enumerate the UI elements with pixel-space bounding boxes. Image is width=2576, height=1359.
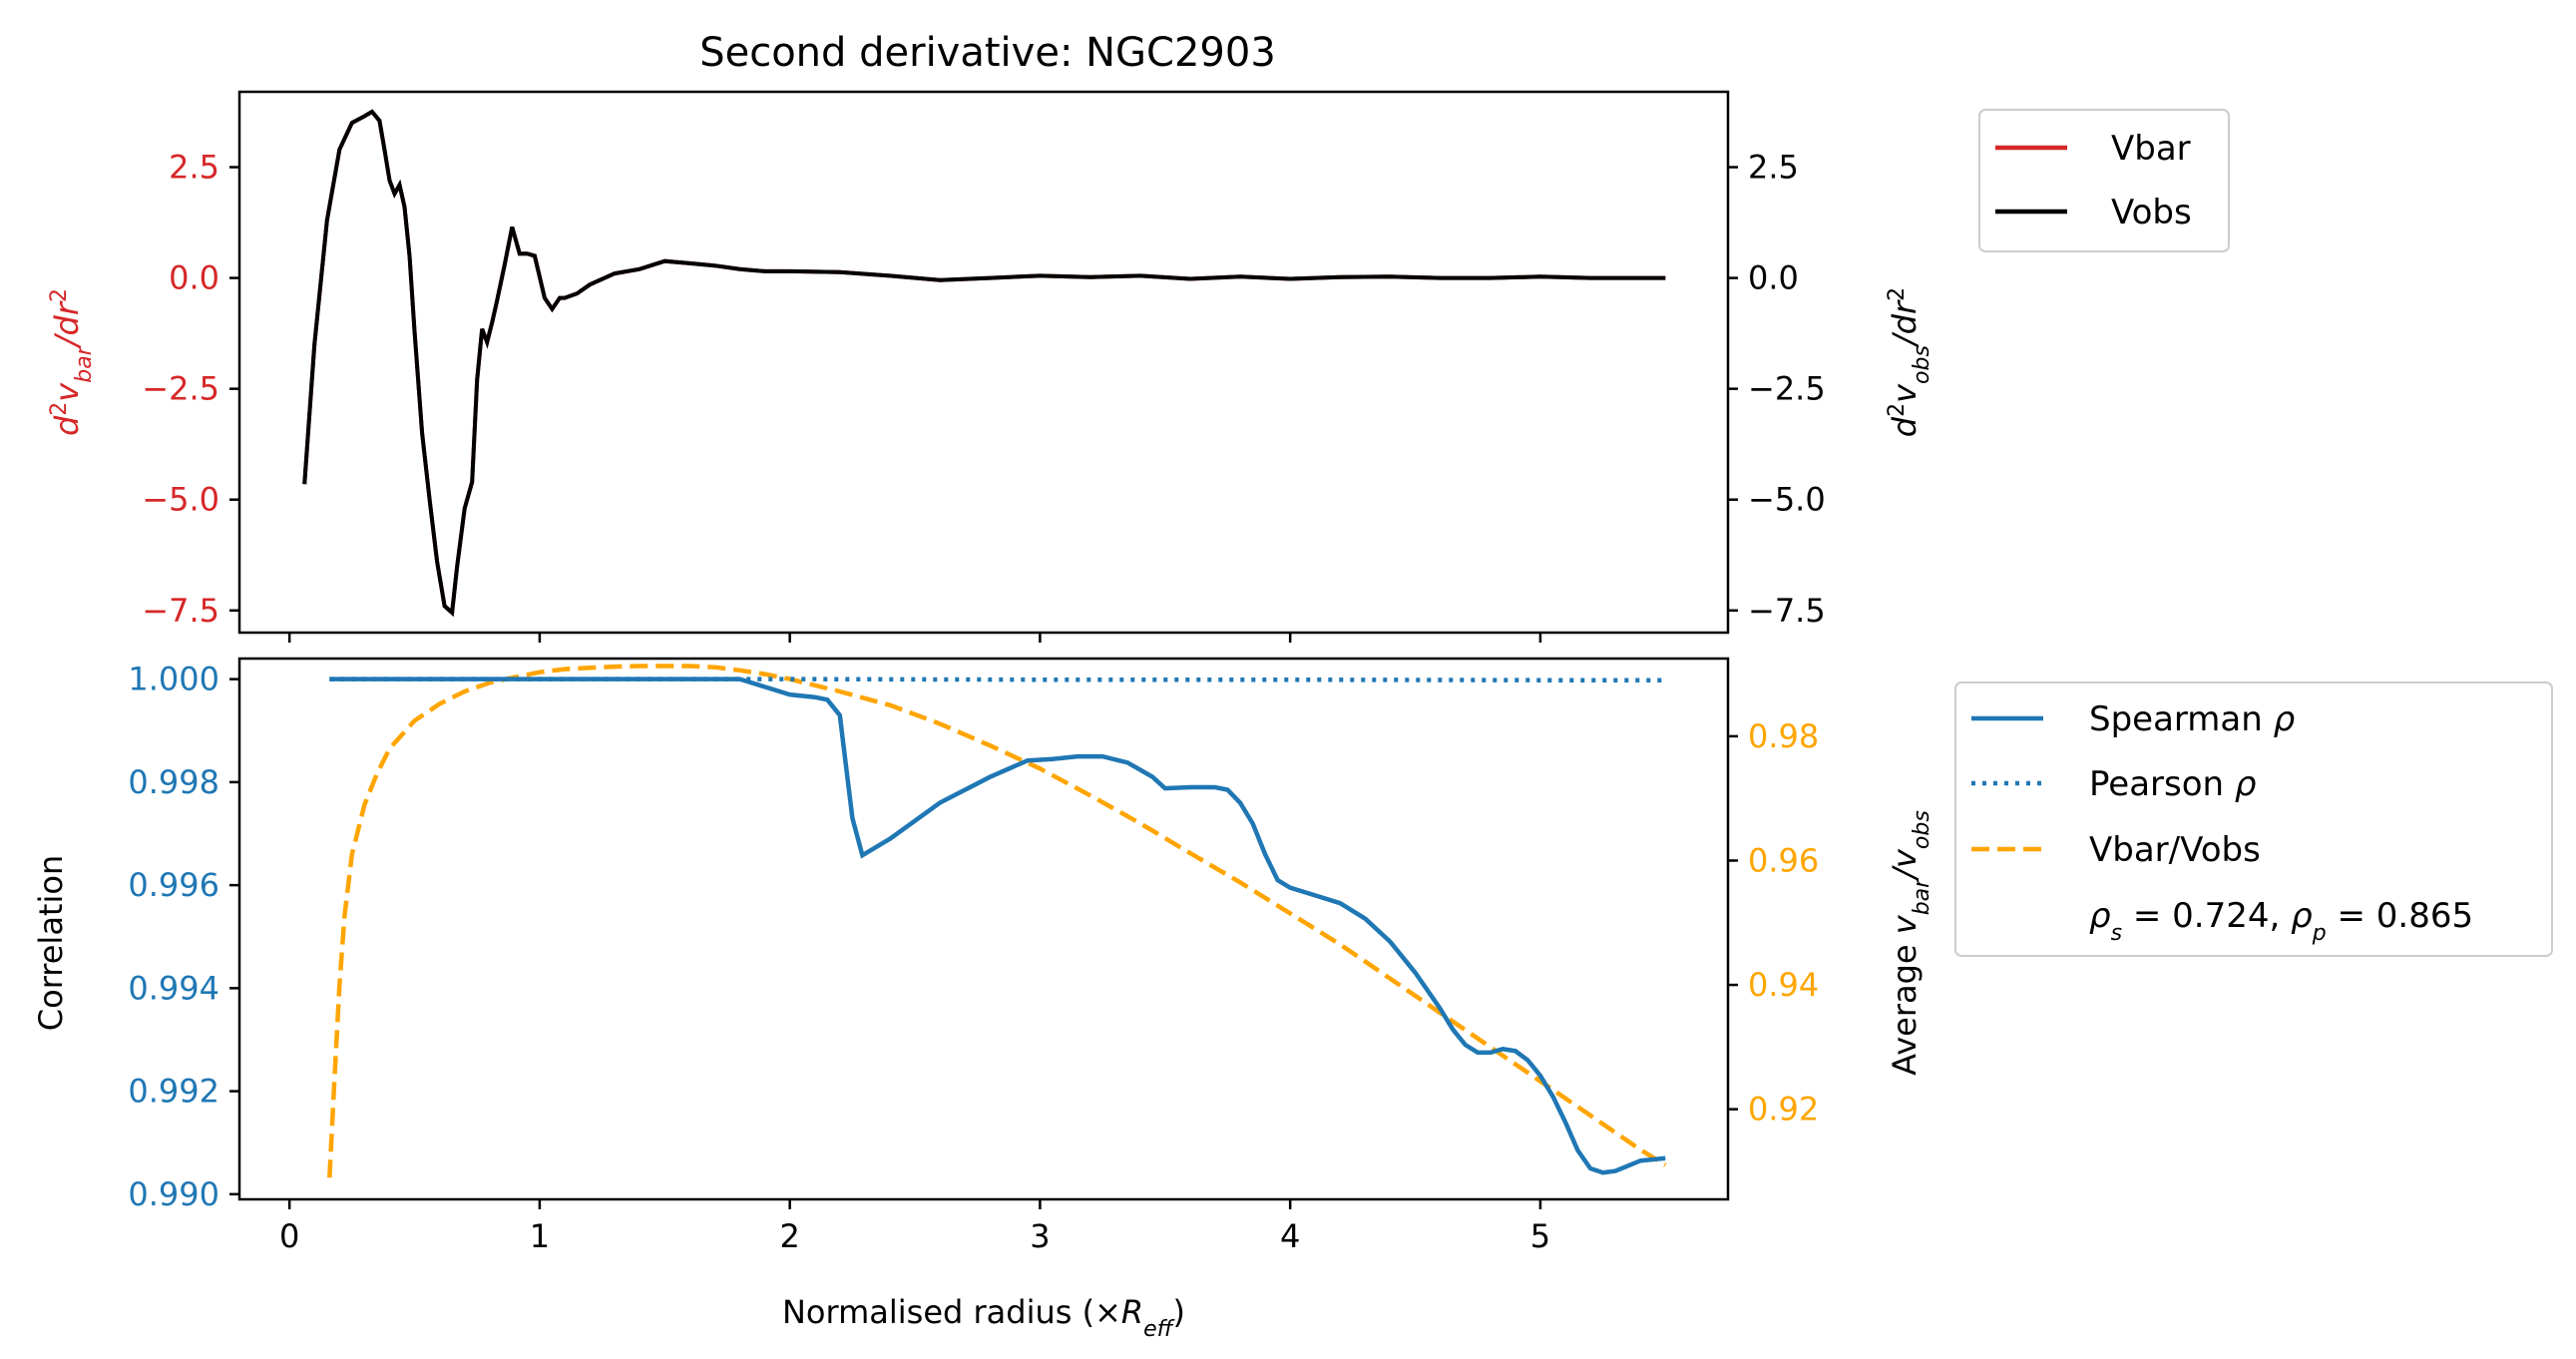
top-right-y-tick-label: −7.5 xyxy=(1748,592,1826,630)
bottom-x-tick-label: 0 xyxy=(279,1217,299,1255)
bottom-left-y-tick-label: 0.992 xyxy=(128,1073,219,1111)
top-left-y-tick-label: −2.5 xyxy=(142,370,219,408)
top-right-y-tick-label: 0.0 xyxy=(1748,259,1799,297)
top-legend-box xyxy=(1978,109,2230,252)
spearman-series-line xyxy=(329,677,1666,1175)
bottom-left-y-axis: 1.000 0.998 0.996 0.994 0.992 0.990 xyxy=(128,661,239,1213)
bottom-x-tick-label: 3 xyxy=(1030,1217,1050,1255)
bottom-right-y-tick-label: 0.98 xyxy=(1748,717,1819,755)
bottom-left-y-tick-label: 0.994 xyxy=(128,969,219,1007)
top-plot-frame xyxy=(237,90,1730,635)
bottom-right-y-axis: 0.98 0.96 0.94 0.92 xyxy=(1728,717,1819,1129)
legend-vobs-label: Vobs xyxy=(2111,193,2192,232)
top-right-y-tick-label: −5.0 xyxy=(1748,481,1826,519)
top-left-y-tick-label: 2.5 xyxy=(169,149,219,187)
vobs-series-line xyxy=(302,109,1666,618)
bottom-right-y-tick-label: 0.96 xyxy=(1748,841,1819,879)
top-panel-title: Second derivative: NGC2903 xyxy=(699,30,1276,76)
bottom-x-tick-label: 4 xyxy=(1280,1217,1300,1255)
top-left-y-axis-label: d2vbar/dr2 xyxy=(47,288,97,436)
bottom-left-y-tick-label: 0.990 xyxy=(128,1175,219,1213)
top-left-y-tick-label: −5.0 xyxy=(142,481,219,519)
top-left-y-tick-label: 0.0 xyxy=(169,259,219,297)
legend-pearson-label: Pearson ρ xyxy=(2089,764,2257,804)
bottom-x-axis: 0 1 2 3 4 5 xyxy=(279,1199,1550,1255)
bottom-x-axis-label: Normalised radius (×Reff) xyxy=(782,1293,1185,1342)
vbar-series-line xyxy=(302,109,1666,618)
bottom-legend: Spearman ρ Pearson ρ Vbar/Vobs ρs = 0.72… xyxy=(1954,681,2553,957)
vbar-vobs-ratio-line xyxy=(327,664,1667,1178)
bottom-left-y-tick-label: 0.998 xyxy=(128,763,219,801)
top-right-y-tick-label: −2.5 xyxy=(1748,370,1826,408)
top-right-y-tick-label: 2.5 xyxy=(1748,149,1799,187)
bottom-left-y-axis-label: Correlation xyxy=(32,855,70,1031)
top-right-y-axis: 2.5 0.0 −2.5 −5.0 −7.5 xyxy=(1728,149,1826,630)
bottom-right-y-tick-label: 0.92 xyxy=(1748,1091,1819,1129)
legend-spearman-label: Spearman ρ xyxy=(2089,699,2296,739)
legend-vbar-label: Vbar xyxy=(2111,129,2191,169)
top-legend: Vbar Vobs xyxy=(1978,109,2230,252)
bottom-legend-box xyxy=(1954,681,2553,957)
bottom-right-y-axis-label: Average vbar/vobs xyxy=(1886,810,1934,1076)
bottom-plot-frame xyxy=(237,657,1730,1201)
top-left-y-axis: 2.5 0.0 −2.5 −5.0 −7.5 xyxy=(142,149,239,630)
bottom-right-y-tick-label: 0.94 xyxy=(1748,966,1819,1004)
bottom-x-tick-label: 1 xyxy=(530,1217,550,1255)
top-panel: Second derivative: NGC2903 2.5 0.0 −2.5 −5.… xyxy=(47,30,2230,643)
top-left-y-tick-label: −7.5 xyxy=(142,592,219,630)
top-right-y-axis-label: d2vobs/dr2 xyxy=(1885,287,1934,437)
bottom-left-y-tick-label: 1.000 xyxy=(128,661,219,698)
bottom-x-tick-label: 2 xyxy=(779,1217,799,1255)
bottom-x-tick-label: 5 xyxy=(1530,1217,1550,1255)
top-x-axis xyxy=(287,633,1542,643)
bottom-left-y-tick-label: 0.996 xyxy=(128,866,219,904)
legend-ratio-label: Vbar/Vobs xyxy=(2089,830,2261,870)
